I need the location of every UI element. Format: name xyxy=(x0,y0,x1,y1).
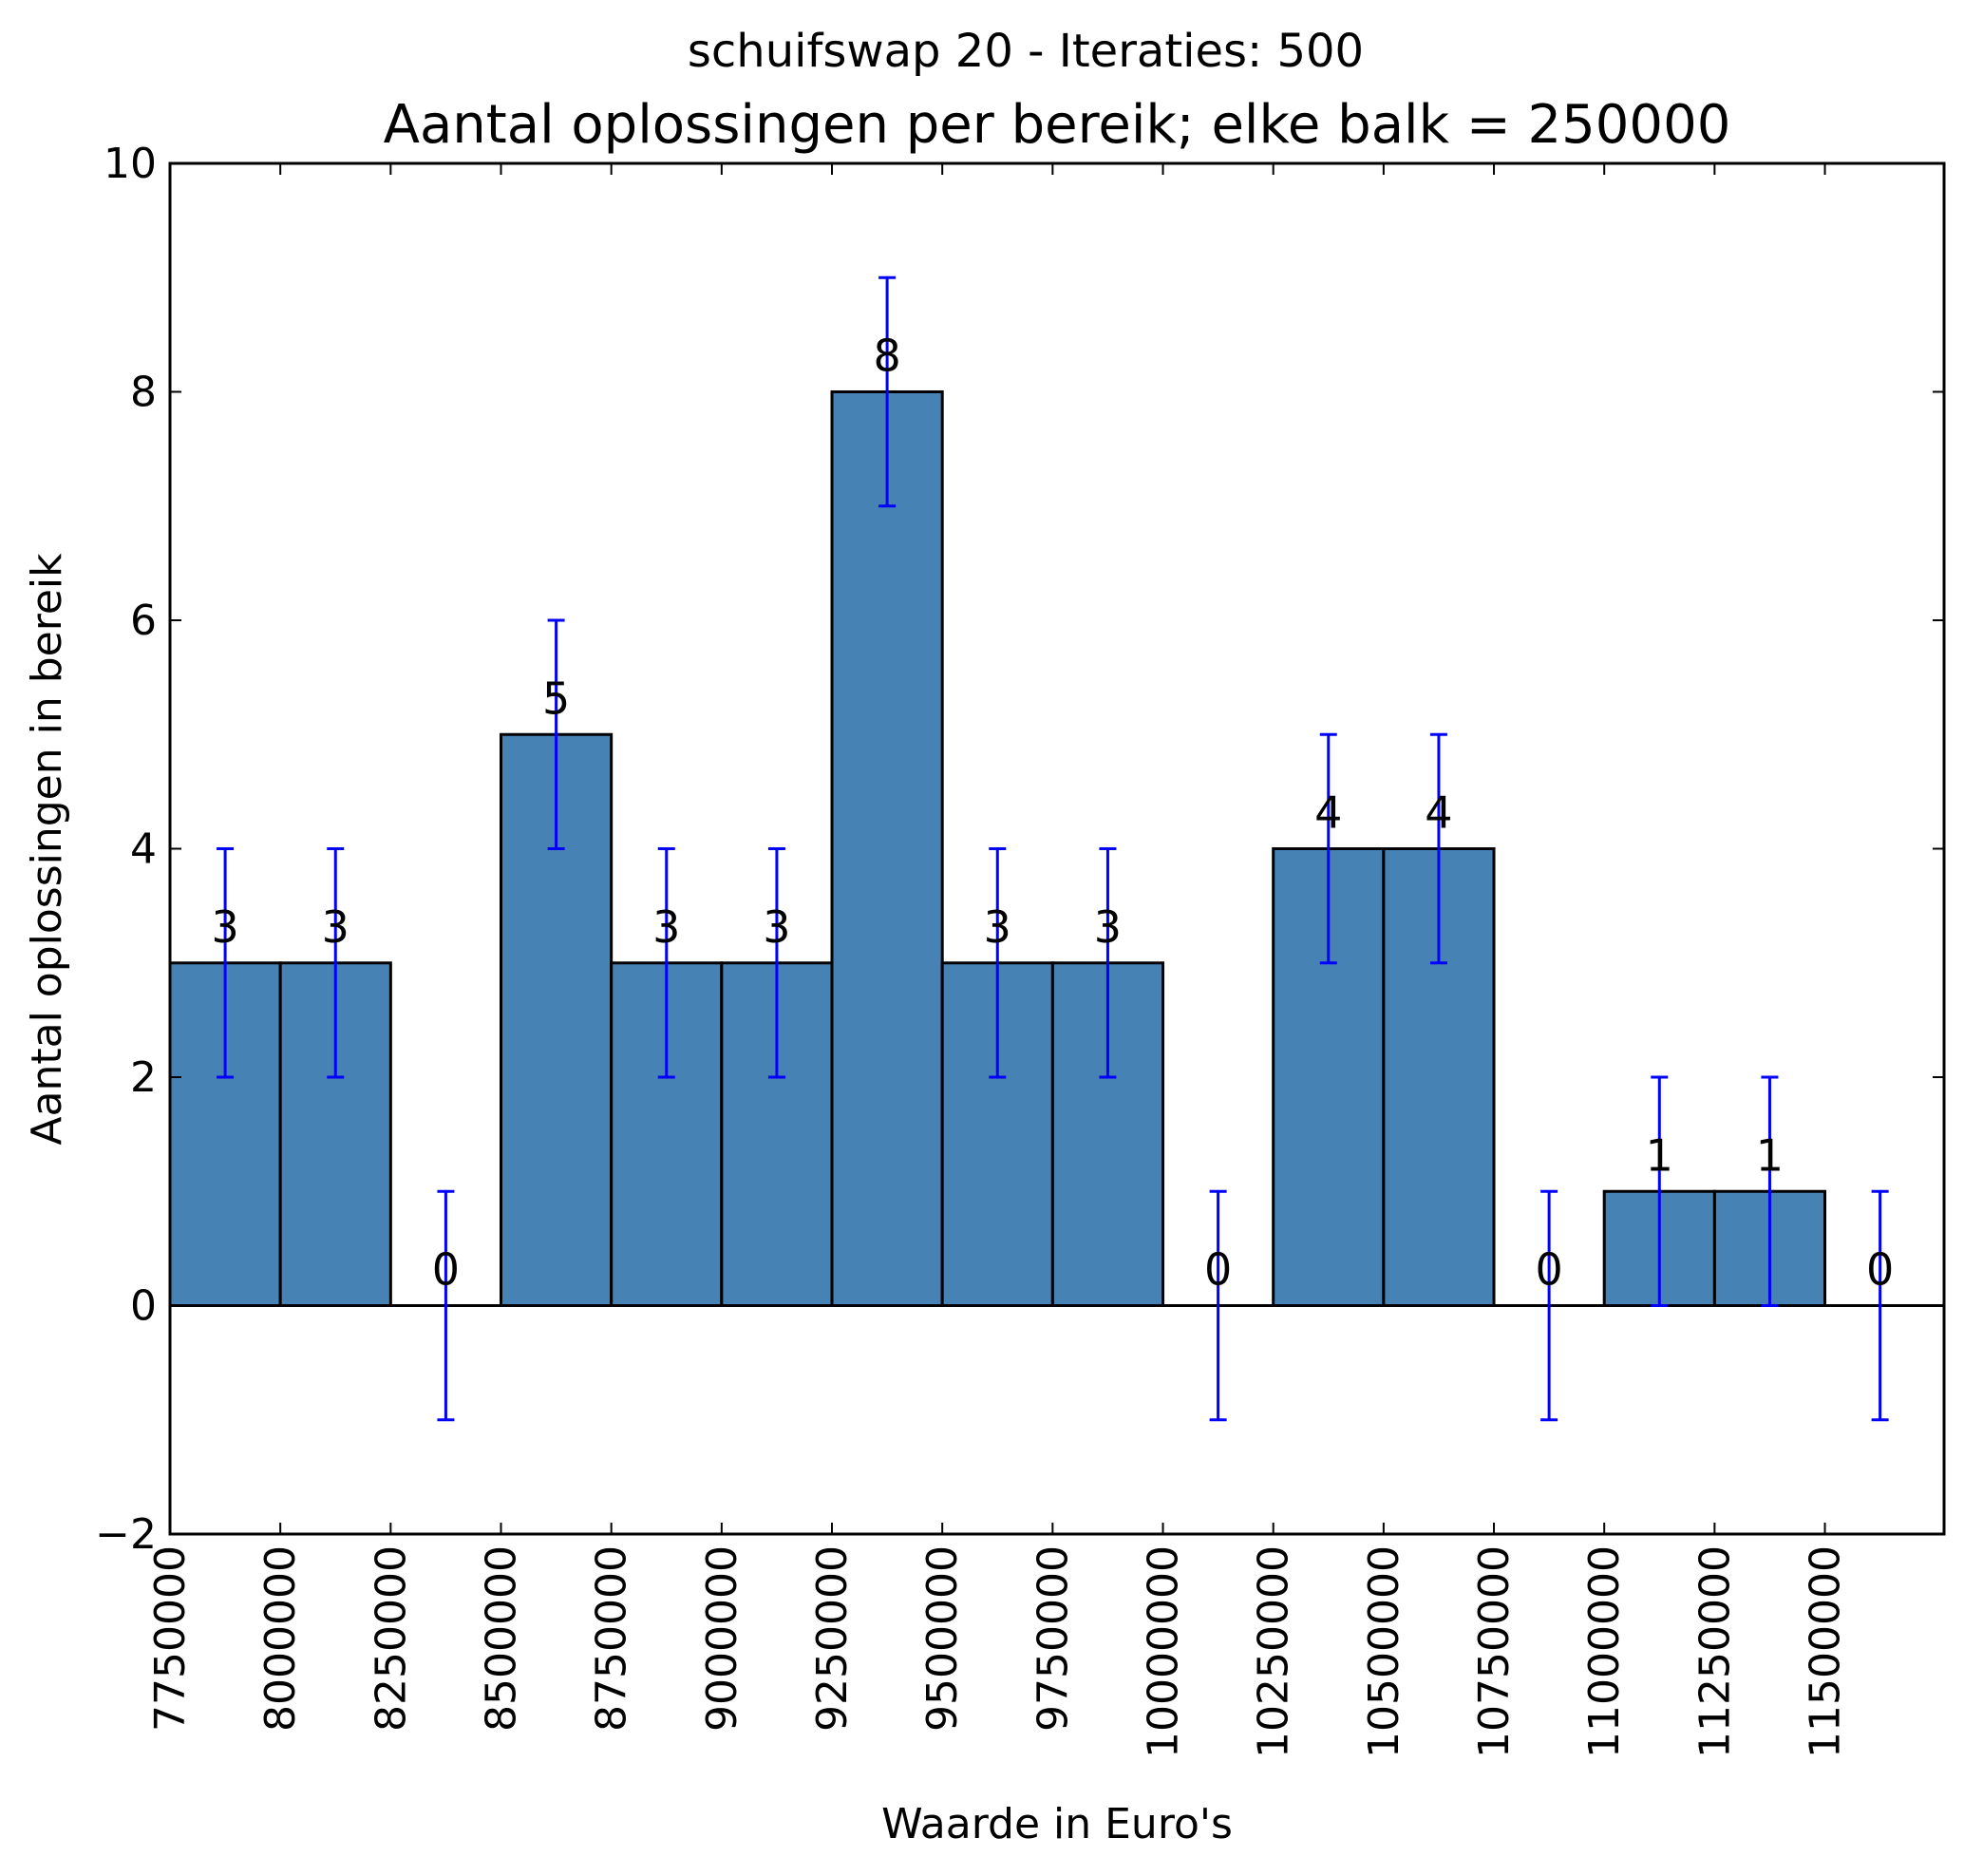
y-tick-label: 6 xyxy=(130,597,157,645)
x-tick-label: 10750000 xyxy=(1470,1545,1519,1758)
bar-value-label: 3 xyxy=(322,901,349,953)
y-tick-label: 8 xyxy=(130,369,157,417)
x-tick-label: 9750000 xyxy=(1029,1545,1077,1732)
x-tick-label: 9500000 xyxy=(918,1545,967,1732)
y-tick-label: 10 xyxy=(104,140,157,188)
y-tick-label: −2 xyxy=(95,1510,157,1559)
bar xyxy=(830,390,944,1307)
y-tick-label: 4 xyxy=(130,825,157,874)
x-tick-label: 8000000 xyxy=(256,1545,305,1732)
chart-title: Aantal oplossingen per bereik; elke balk… xyxy=(384,94,1731,156)
bar-value-label: 4 xyxy=(1314,787,1342,839)
x-tick-label: 10250000 xyxy=(1250,1545,1298,1758)
y-tick-label: 0 xyxy=(130,1282,157,1331)
bar-value-label: 3 xyxy=(211,901,238,953)
bar-value-label: 1 xyxy=(1756,1129,1784,1181)
x-tick-label: 10000000 xyxy=(1140,1545,1188,1758)
bar-value-label: 3 xyxy=(652,901,680,953)
y-tick-label: 2 xyxy=(130,1053,157,1102)
bar-value-label: 0 xyxy=(432,1244,460,1296)
bar-value-label: 0 xyxy=(1866,1244,1894,1296)
bar-value-label: 3 xyxy=(1094,901,1122,953)
x-tick-label: 8500000 xyxy=(478,1545,526,1732)
bar-value-label: 8 xyxy=(873,331,900,382)
bar-value-label: 1 xyxy=(1646,1129,1673,1181)
x-tick-label: 8750000 xyxy=(588,1545,636,1732)
bar-value-label: 5 xyxy=(542,673,570,724)
x-tick-label: 7750000 xyxy=(146,1545,195,1732)
x-tick-label: 11250000 xyxy=(1690,1545,1739,1758)
bar-value-label: 3 xyxy=(984,901,1011,953)
x-tick-label: 9000000 xyxy=(698,1545,746,1732)
x-tick-label: 10500000 xyxy=(1360,1545,1408,1758)
bar-value-label: 3 xyxy=(763,901,790,953)
x-tick-label: 11500000 xyxy=(1802,1545,1850,1758)
x-axis-label: Waarde in Euro's xyxy=(881,1800,1233,1848)
y-axis-label: Aantal oplossingen in bereik xyxy=(23,553,71,1146)
x-tick-label: 8250000 xyxy=(367,1545,415,1732)
bar-value-label: 4 xyxy=(1425,787,1452,839)
bar-value-label: 0 xyxy=(1204,1244,1232,1296)
chart-suptitle: schuifswap 20 - Iteraties: 500 xyxy=(688,25,1364,78)
bar-value-label: 0 xyxy=(1535,1244,1562,1296)
x-tick-label: 11000000 xyxy=(1580,1545,1629,1758)
x-tick-label: 9250000 xyxy=(808,1545,857,1732)
